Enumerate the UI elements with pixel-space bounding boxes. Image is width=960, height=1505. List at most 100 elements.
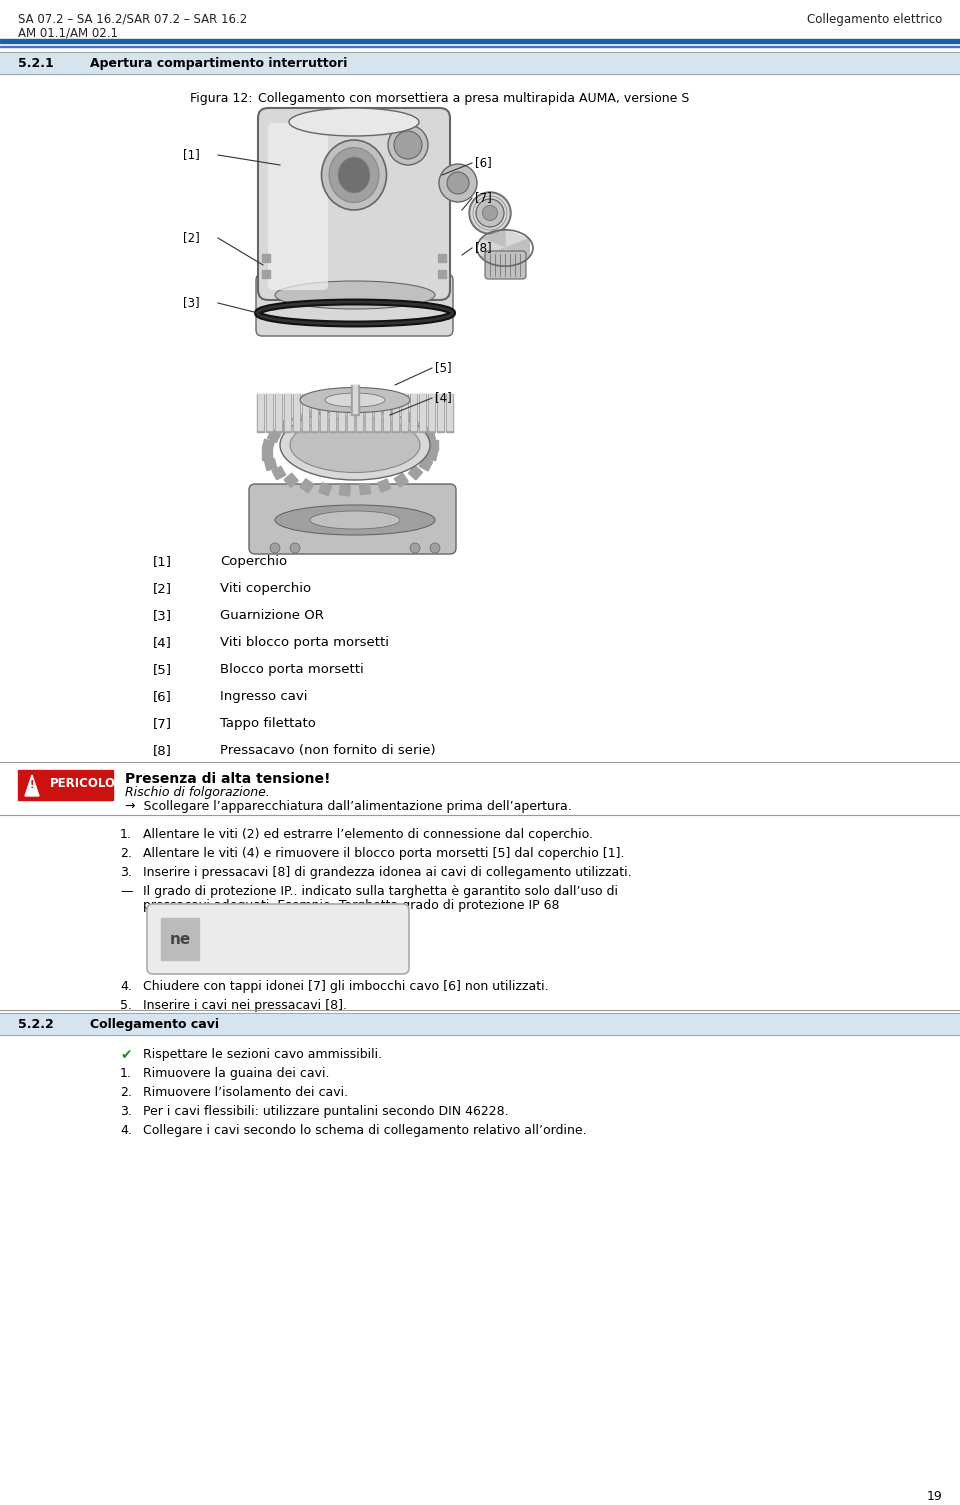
Bar: [292, 412, 305, 427]
Bar: [359, 483, 371, 495]
Text: Guarnizione OR: Guarnizione OR: [220, 610, 324, 622]
Ellipse shape: [469, 193, 511, 233]
Text: Tappo filettato: Tappo filettato: [220, 716, 316, 730]
Bar: [262, 439, 275, 452]
Text: Rispettare le sezioni cavo ammissibili.: Rispettare le sezioni cavo ammissibili.: [143, 1047, 382, 1061]
Ellipse shape: [329, 147, 379, 203]
Text: Temp: –40 C/+80 C: Temp: –40 C/+80 C: [208, 941, 314, 950]
Bar: [348, 394, 353, 430]
Text: Per i cavi flessibili: utilizzare puntalini secondo DIN 46228.: Per i cavi flessibili: utilizzare puntal…: [143, 1105, 509, 1118]
Text: [8]: [8]: [475, 241, 492, 254]
Text: Viti coperchio: Viti coperchio: [220, 582, 311, 594]
Bar: [303, 394, 308, 430]
Bar: [369, 405, 381, 417]
Polygon shape: [505, 239, 529, 257]
Text: !: !: [30, 780, 35, 790]
Text: 19: 19: [926, 1490, 942, 1503]
Text: →  Scollegare l’apparecchiatura dall’alimentazione prima dell’apertura.: → Scollegare l’apparecchiatura dall’alim…: [125, 801, 572, 813]
Bar: [277, 420, 292, 435]
Ellipse shape: [388, 125, 428, 166]
Text: Apertura compartimento interruttori: Apertura compartimento interruttori: [90, 57, 348, 71]
Bar: [420, 458, 433, 471]
Text: 5.: 5.: [120, 999, 132, 1011]
Bar: [257, 394, 264, 432]
Text: Blocco porta morsetti: Blocco porta morsetti: [220, 664, 364, 676]
Text: SA 07.2 – SA 16.2/SAR 07.2 – SAR 16.2: SA 07.2 – SA 16.2/SAR 07.2 – SAR 16.2: [18, 14, 248, 26]
Bar: [267, 394, 272, 430]
Bar: [294, 394, 299, 430]
Bar: [347, 394, 354, 432]
Text: 5.2.1: 5.2.1: [18, 57, 54, 71]
Bar: [446, 394, 453, 432]
Text: Chiudere con tappi idonei [7] gli imbocchi cavo [6] non utilizzati.: Chiudere con tappi idonei [7] gli imbocc…: [143, 980, 548, 993]
FancyBboxPatch shape: [256, 274, 453, 336]
Bar: [275, 394, 282, 432]
Polygon shape: [25, 775, 39, 796]
Text: pressacavi adeguati. Esempio: Targhetta grado di protezione IP 68: pressacavi adeguati. Esempio: Targhetta …: [143, 898, 560, 912]
Text: Viti blocco porta morsetti: Viti blocco porta morsetti: [220, 637, 389, 649]
Bar: [262, 254, 270, 262]
FancyBboxPatch shape: [485, 251, 526, 278]
Text: Rimuovere la guaina dei cavi.: Rimuovere la guaina dei cavi.: [143, 1067, 329, 1081]
FancyBboxPatch shape: [249, 485, 456, 554]
Text: ne: ne: [169, 932, 191, 947]
Bar: [349, 405, 361, 415]
Ellipse shape: [300, 387, 410, 412]
Bar: [438, 269, 446, 278]
Bar: [262, 269, 270, 278]
FancyBboxPatch shape: [147, 905, 409, 974]
Bar: [423, 429, 436, 441]
Text: 1.: 1.: [120, 1067, 132, 1081]
Bar: [351, 385, 359, 415]
Bar: [386, 408, 400, 421]
Bar: [428, 439, 438, 450]
Bar: [329, 405, 341, 417]
Text: [4]: [4]: [435, 391, 452, 405]
Ellipse shape: [410, 543, 420, 552]
Ellipse shape: [394, 131, 422, 160]
Bar: [384, 394, 389, 430]
Text: Presenza di alta tensione!: Presenza di alta tensione!: [125, 772, 330, 786]
Ellipse shape: [476, 199, 504, 227]
Text: 3.: 3.: [120, 1105, 132, 1118]
Bar: [419, 394, 426, 432]
Polygon shape: [505, 230, 529, 248]
Text: Coperchio: Coperchio: [220, 555, 287, 567]
Ellipse shape: [325, 393, 385, 406]
Bar: [0, 1013, 960, 1035]
Bar: [357, 394, 362, 430]
Bar: [330, 394, 335, 430]
Ellipse shape: [310, 512, 400, 528]
Bar: [425, 448, 438, 461]
Text: [7]: [7]: [153, 716, 172, 730]
Polygon shape: [481, 248, 505, 266]
Bar: [366, 394, 371, 430]
Bar: [356, 394, 363, 432]
Bar: [320, 394, 327, 432]
Ellipse shape: [275, 506, 435, 534]
Text: 5.2.2: 5.2.2: [18, 1017, 54, 1031]
Text: [6]: [6]: [153, 689, 172, 703]
Text: 4.: 4.: [120, 980, 132, 993]
Polygon shape: [505, 248, 529, 266]
Ellipse shape: [322, 140, 387, 211]
FancyBboxPatch shape: [268, 123, 328, 290]
Text: 1.: 1.: [120, 828, 132, 841]
Bar: [392, 394, 399, 432]
Bar: [340, 485, 350, 495]
Bar: [410, 394, 417, 432]
Ellipse shape: [280, 409, 430, 480]
Bar: [438, 394, 443, 430]
Bar: [321, 394, 326, 430]
Text: [2]: [2]: [183, 232, 200, 244]
Text: Rischio di folgorazione.: Rischio di folgorazione.: [125, 786, 270, 799]
Bar: [161, 918, 199, 960]
Bar: [272, 467, 285, 480]
Text: [8]: [8]: [153, 743, 172, 757]
Text: 2.: 2.: [120, 847, 132, 859]
Ellipse shape: [447, 172, 469, 194]
Text: Pressacavo (non fornito di serie): Pressacavo (non fornito di serie): [220, 743, 436, 757]
Ellipse shape: [430, 543, 440, 552]
Bar: [319, 483, 332, 495]
Bar: [312, 394, 317, 430]
